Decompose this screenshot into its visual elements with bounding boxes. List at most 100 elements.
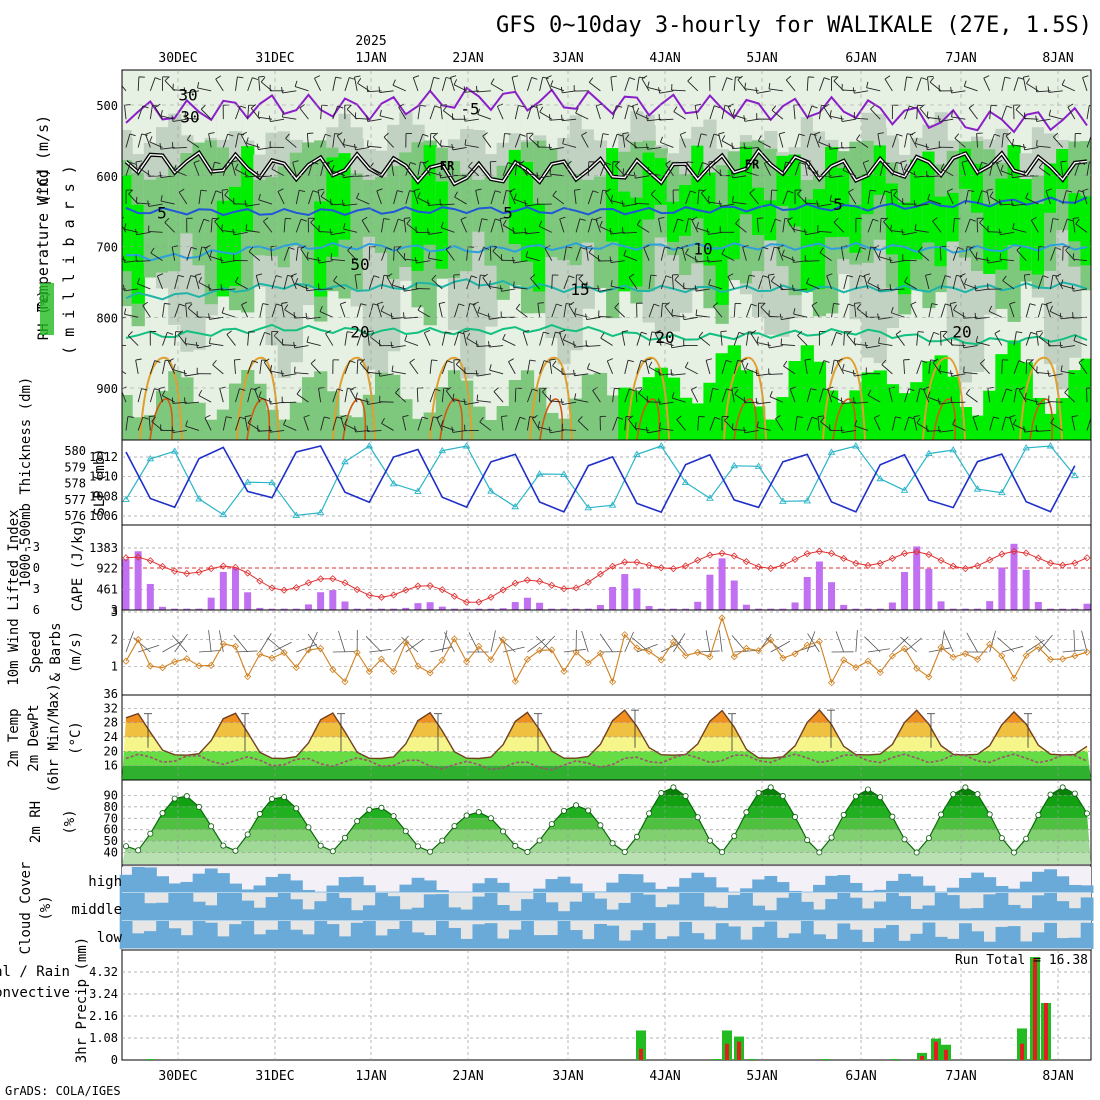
wind-barb — [244, 200, 260, 207]
wind-barb — [840, 115, 856, 122]
wind-barb-10m — [174, 633, 188, 653]
slp-tick-1008: 1008 — [89, 489, 118, 503]
wind-speed-point — [231, 642, 240, 650]
rh-band-bright — [228, 186, 243, 287]
wind-barb — [1047, 370, 1063, 377]
wind-barb — [1025, 331, 1037, 346]
wind-barb — [283, 419, 297, 431]
wind-barb — [965, 388, 978, 403]
wind-barb — [721, 77, 733, 92]
wind-barb — [526, 359, 536, 374]
rh-band-dark — [374, 176, 389, 253]
wind-barb — [840, 397, 856, 405]
isotherm-30-loop — [439, 398, 464, 440]
wind-barb — [829, 194, 844, 205]
lifted-index-point — [207, 565, 215, 573]
wind-barb — [135, 255, 151, 262]
wind-barb — [332, 359, 340, 374]
rh2m-tick-40: 40 — [104, 846, 118, 860]
temp-axis-label: Temperature (°C) — [34, 168, 52, 313]
cloud-bar — [995, 893, 1009, 921]
wind-barb — [515, 303, 528, 318]
rh2m-point — [195, 803, 202, 810]
wind-barb — [923, 386, 930, 403]
wind-barb — [588, 77, 601, 92]
wind-barb — [1075, 218, 1088, 233]
cloud-bar — [642, 922, 656, 949]
wind-barb — [755, 397, 771, 405]
wind-barb-10m — [138, 644, 160, 653]
rh-band-light — [873, 70, 887, 114]
wind-barb — [646, 143, 662, 150]
rh2m-point — [743, 809, 750, 816]
wind-barb — [226, 330, 236, 346]
rh-band-low — [508, 380, 522, 440]
isotherm-25-loop — [332, 356, 376, 440]
wind-barb — [247, 388, 257, 403]
wind-barb — [356, 192, 370, 205]
wind-barb — [742, 245, 749, 261]
cloud-bar — [156, 921, 169, 949]
cloud-bar — [606, 925, 620, 949]
wind-barb — [937, 115, 954, 123]
wind-barb-10m — [405, 638, 424, 653]
wind-barb — [561, 423, 577, 431]
wind-barb-10m — [966, 632, 978, 653]
rh-band-bright — [885, 183, 900, 255]
wind-barb — [1025, 359, 1033, 374]
cloud-bar — [703, 906, 717, 921]
wind-barb — [940, 330, 947, 346]
cloud-bar — [290, 929, 303, 949]
wind-barb — [1048, 109, 1063, 120]
cloud-bar — [825, 875, 839, 893]
wind-barb — [854, 302, 861, 318]
wind-barb — [427, 228, 443, 235]
wind-barb — [1072, 253, 1088, 262]
wind-barb — [954, 133, 966, 148]
cloud-bar — [922, 885, 936, 893]
cape-bar — [463, 608, 471, 610]
cloud-bar — [740, 939, 753, 949]
wind-barb-10m — [527, 638, 546, 653]
wind-barb — [489, 161, 497, 176]
rh2m-point — [755, 789, 762, 796]
wind-barb — [733, 331, 745, 346]
cloud-bar — [594, 898, 607, 921]
wind-barb — [271, 275, 282, 290]
wind-barb — [566, 160, 577, 177]
cloud-bar — [375, 935, 388, 949]
wind-barb — [659, 136, 674, 148]
wind-barb — [963, 80, 978, 92]
cape-bar — [353, 608, 361, 610]
cloud-bar — [387, 896, 401, 921]
rh-band-light — [520, 70, 535, 140]
wind-barb-10m — [892, 636, 909, 653]
cloud-bar — [679, 878, 693, 893]
wind-barb — [235, 105, 247, 120]
wind-barb — [841, 142, 856, 149]
cloud-bar — [740, 888, 753, 893]
thickness-point — [754, 462, 763, 469]
cape-bar — [219, 571, 227, 610]
rh-band-dark — [143, 179, 158, 278]
top-date-30DEC: 30DEC — [158, 51, 197, 66]
wind-barb — [733, 302, 742, 318]
wind-barb — [247, 77, 259, 91]
rh-band-light — [800, 70, 814, 118]
wind-barb-10m — [673, 633, 686, 653]
cloud-bar — [545, 935, 559, 949]
wind-barb — [804, 228, 820, 236]
wind-barb — [429, 105, 441, 120]
wind-barb — [283, 217, 292, 233]
cape-bar — [742, 604, 750, 610]
wind-barb — [612, 105, 623, 120]
wind-barb — [332, 76, 342, 91]
wind-barb — [804, 358, 811, 374]
wind-barb — [636, 331, 648, 346]
rh-band-light — [861, 70, 875, 111]
wind-barb — [1001, 359, 1009, 374]
contour-label: 5 — [503, 204, 513, 223]
cloud-bar — [813, 934, 826, 949]
cape-bar — [767, 608, 775, 610]
wind-barb — [1064, 387, 1076, 403]
